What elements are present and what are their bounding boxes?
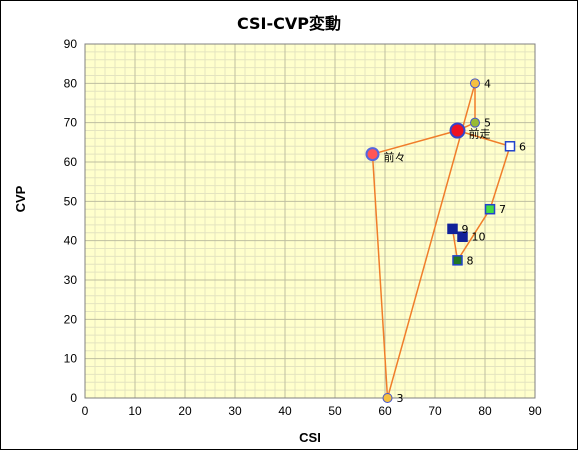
data-label: 3 — [397, 392, 404, 405]
data-point-10 — [457, 231, 468, 242]
data-point-6 — [504, 141, 516, 152]
y-tick-label: 10 — [64, 352, 78, 366]
x-tick-label: 40 — [278, 404, 292, 418]
data-label: 10 — [472, 231, 486, 244]
y-axis-title: CVP — [13, 185, 28, 212]
data-point-3 — [382, 393, 393, 403]
x-tick-label: 30 — [228, 404, 242, 418]
chart-title: CSI-CVP変動 — [237, 14, 341, 33]
x-tick-label: 60 — [378, 404, 392, 418]
data-label: 前々 — [384, 150, 406, 164]
y-tick-label: 20 — [64, 312, 78, 326]
y-tick-label: 30 — [64, 273, 78, 287]
data-label: 4 — [484, 77, 491, 90]
data-point-7 — [484, 203, 496, 215]
data-labels: 3 4 5 6 7 8 910 前々 前走 — [384, 77, 527, 405]
data-label: 5 — [484, 117, 491, 130]
plot-area — [85, 44, 535, 398]
data-label: 7 — [499, 203, 506, 216]
x-tick-label: 80 — [478, 404, 492, 418]
data-label: 9 — [462, 223, 469, 236]
x-tick-label: 0 — [82, 404, 89, 418]
data-point-前走 — [449, 122, 466, 139]
y-tick-label: 60 — [64, 155, 78, 169]
y-tick-label: 80 — [64, 76, 78, 90]
data-point-9 — [447, 223, 458, 235]
x-tick-label: 20 — [178, 404, 192, 418]
y-tick-label: 70 — [64, 116, 78, 130]
y-tick-label: 90 — [64, 37, 78, 51]
data-point-前々 — [365, 147, 380, 162]
data-label: 8 — [467, 254, 474, 267]
data-point-5 — [470, 117, 480, 128]
minor-grid — [85, 44, 535, 398]
data-point-4 — [470, 78, 480, 89]
data-point-8 — [452, 255, 463, 266]
x-axis-title: CSI — [299, 430, 321, 445]
data-label: 前走 — [469, 127, 491, 141]
data-markers — [365, 78, 516, 403]
x-tick-label: 50 — [328, 404, 342, 418]
x-tick-label: 10 — [128, 404, 142, 418]
y-axis-ticks: 0 10 20 30 40 50 60 70 80 90 — [64, 37, 78, 405]
data-label: 6 — [519, 140, 526, 153]
x-axis-ticks: 0 10 20 30 40 50 60 70 80 90 — [82, 404, 542, 418]
y-tick-label: 40 — [64, 234, 78, 248]
y-tick-label: 0 — [70, 391, 77, 405]
x-tick-label: 90 — [528, 404, 542, 418]
y-tick-label: 50 — [64, 194, 78, 208]
x-tick-label: 70 — [428, 404, 442, 418]
plot-border — [84, 43, 536, 399]
